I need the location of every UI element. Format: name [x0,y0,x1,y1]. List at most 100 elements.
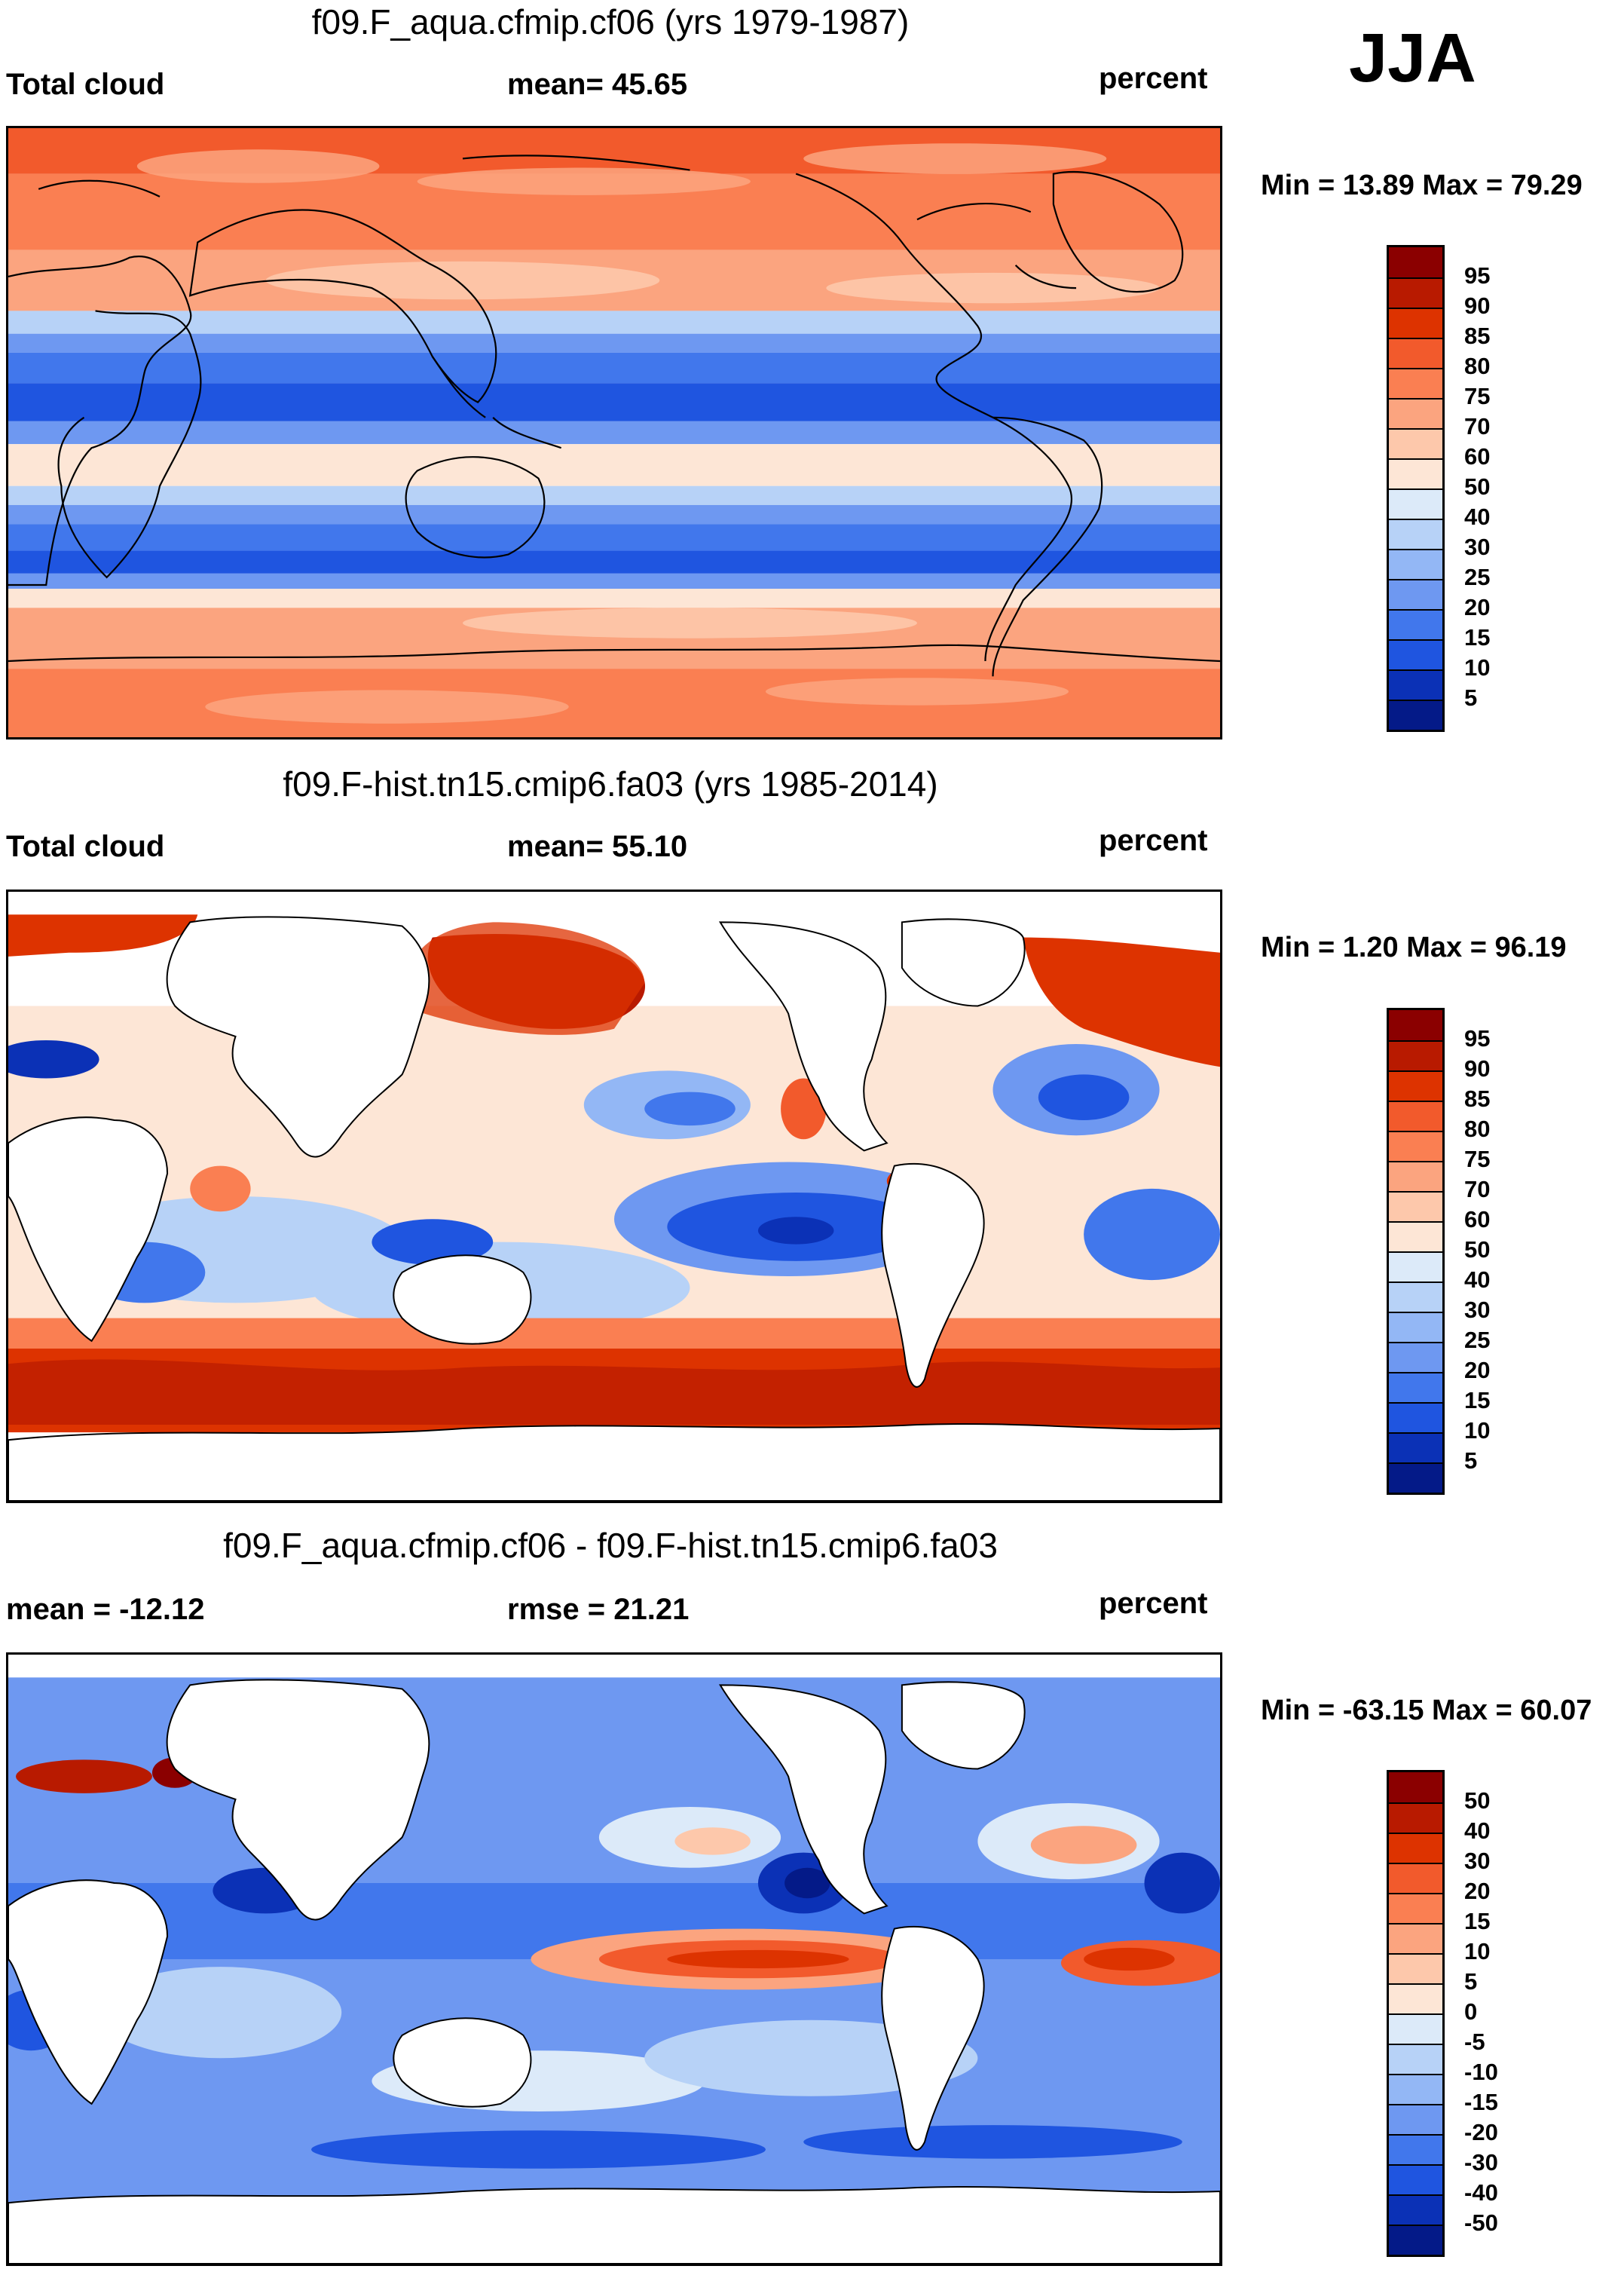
colorbar-segment [1389,1312,1442,1342]
colorbar-segment [1389,398,1442,428]
panel1-map [6,126,1222,739]
colorbar-segment [1389,609,1442,639]
panel3-map [6,1652,1222,2266]
colorbar-tick-label: 85 [1464,1086,1491,1112]
colorbar-segment [1389,1101,1442,1131]
panel3-rmse-label: rmse = 21.21 [507,1593,690,1626]
colorbar-tick-label: 10 [1464,654,1491,681]
colorbar-segment [1389,1983,1442,2013]
band [8,352,1220,384]
colorbar-segment [1389,1010,1442,1040]
colorbar-segment [1389,1802,1442,1833]
panel2-units-label: percent [1099,824,1208,857]
panel1-title: f09.F_aqua.cfmip.cf06 (yrs 1979-1987) [311,2,910,41]
colorbar-segment [1389,2074,1442,2104]
colorbar-segment [1389,1402,1442,1432]
band [8,669,1220,737]
colorbar-segment [1389,1070,1442,1101]
colorbar-segment [1389,1772,1442,1802]
band [8,504,1220,525]
colorbar-tick-label: -30 [1464,2149,1498,2176]
colorbar-tick-label: 50 [1464,473,1491,500]
colorbar-tick-label: 15 [1464,1387,1491,1413]
colorbar-segment [1389,2164,1442,2194]
colorbar-segment [1389,1040,1442,1070]
colorbar-segment [1389,277,1442,308]
band [8,444,1220,486]
panel2-minmax: Min = 1.20 Max = 96.19 [1261,932,1567,963]
panel2-mean-label: mean= 55.10 [507,830,688,863]
colorbar-segment [1389,428,1442,458]
colorbar-segment [1389,308,1442,338]
colorbar-tick-label: 30 [1464,534,1491,560]
colorbar-segment [1389,1191,1442,1221]
panel1-minmax: Min = 13.89 Max = 79.29 [1261,170,1583,201]
colorbar-segment [1389,1372,1442,1402]
colorbar-segment [1389,1342,1442,1372]
band [8,550,1220,574]
colorbar-tick-label: 40 [1464,1266,1491,1293]
colorbar-tick-label: 90 [1464,292,1491,319]
panel2-colorbar [1387,1008,1445,1495]
colorbar-segment [1389,519,1442,549]
colorbar-segment [1389,700,1442,730]
colorbar-tick-label: 15 [1464,624,1491,651]
colorbar-tick-label: 15 [1464,1908,1491,1934]
colorbar-tick-label: -40 [1464,2179,1498,2206]
colorbar-segment [1389,2194,1442,2225]
colorbar-tick-label: 20 [1464,1878,1491,1904]
panel3-minmax: Min = -63.15 Max = 60.07 [1261,1695,1592,1726]
colorbar-segment [1389,2044,1442,2074]
panel1-variable-label: Total cloud [6,68,165,101]
band [8,311,1220,334]
colorbar-segment [1389,1221,1442,1251]
colorbar-tick-label: 50 [1464,1236,1491,1263]
colorbar-tick-label: 40 [1464,1817,1491,1844]
colorbar-segment [1389,1863,1442,1893]
season-label: JJA [1349,20,1476,96]
colorbar-segment [1389,1923,1442,1953]
panel3-colorbar [1387,1770,1445,2257]
colorbar-tick-label: 60 [1464,443,1491,470]
panel3-units-label: percent [1099,1587,1208,1620]
colorbar-tick-label: 5 [1464,1447,1478,1474]
colorbar-segment [1389,669,1442,700]
colorbar-segment [1389,2013,1442,2044]
colorbar-segment [1389,1432,1442,1462]
colorbar-segment [1389,2225,1442,2255]
colorbar-segment [1389,2134,1442,2164]
colorbar-segment [1389,488,1442,519]
panel3-mean-label: mean = -12.12 [6,1593,205,1626]
band [8,589,1220,608]
colorbar-tick-label: 95 [1464,1025,1491,1052]
panel3-title: f09.F_aqua.cfmip.cf06 - f09.F-hist.tn15.… [223,1526,998,1565]
colorbar-tick-label: 25 [1464,1327,1491,1353]
colorbar-tick-label: -50 [1464,2209,1498,2236]
panel1-colorbar [1387,245,1445,732]
colorbar-segment [1389,1251,1442,1281]
colorbar-tick-label: 80 [1464,1116,1491,1142]
colorbar-segment [1389,1281,1442,1312]
colorbar-tick-label: 5 [1464,1968,1478,1995]
band [8,333,1220,353]
colorbar-tick-label: 80 [1464,353,1491,379]
panel1-mean-label: mean= 45.65 [507,68,688,101]
colorbar-segment [1389,247,1442,277]
colorbar-tick-label: 90 [1464,1055,1491,1082]
colorbar-tick-label: -15 [1464,2089,1498,2115]
band [8,485,1220,505]
colorbar-tick-label: 30 [1464,1297,1491,1323]
colorbar-tick-label: -20 [1464,2119,1498,2145]
panel3-map-svg [8,1655,1220,2264]
colorbar-segment [1389,458,1442,488]
colorbar-tick-label: 5 [1464,684,1478,711]
colorbar-segment [1389,368,1442,398]
colorbar-segment [1389,579,1442,609]
colorbar-tick-label: -5 [1464,2029,1485,2055]
colorbar-tick-label: 75 [1464,1146,1491,1172]
colorbar-segment [1389,1893,1442,1923]
colorbar-segment [1389,1131,1442,1161]
panel2-map [6,890,1222,1503]
colorbar-tick-label: 40 [1464,504,1491,530]
colorbar-tick-label: 70 [1464,413,1491,439]
